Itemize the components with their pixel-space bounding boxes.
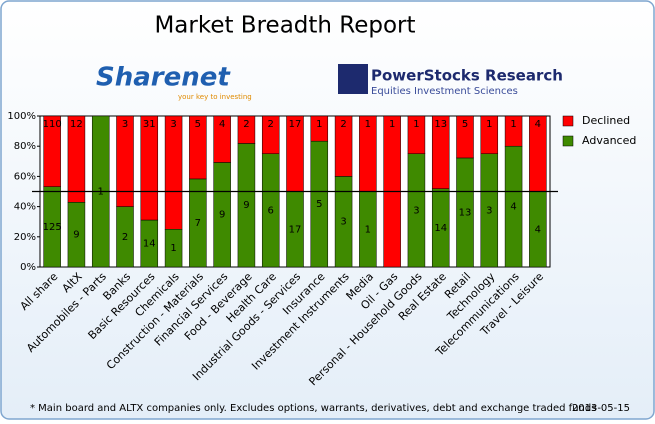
bar-segment (480, 115, 499, 154)
value-label: 2 (268, 119, 274, 130)
bar-segment (43, 115, 61, 187)
date: 2013-05-15 (572, 403, 630, 414)
chart-title: Market Breadth Report (154, 13, 415, 39)
y-tick-label: 20% (14, 232, 36, 243)
value-label: 13 (459, 207, 472, 218)
value-label: 5 (462, 119, 468, 130)
logo-right-icon (338, 64, 368, 94)
logo-right-tagline: Equities Investment Sciences (371, 86, 518, 97)
value-label: 9 (219, 210, 225, 221)
value-label: 1 (486, 119, 492, 130)
y-tick-label: 40% (14, 202, 36, 213)
value-label: 3 (486, 205, 492, 216)
value-label: 2 (340, 119, 346, 130)
value-label: 5 (195, 119, 201, 130)
value-label: 5 (316, 199, 322, 210)
bar-segment (431, 115, 450, 189)
bar-segment (407, 115, 426, 154)
value-label: 110 (43, 119, 62, 130)
legend-label: Advanced (582, 134, 636, 147)
value-label: 1 (170, 243, 176, 254)
bar-segment (310, 115, 329, 142)
value-label: 12 (70, 119, 83, 130)
logo-right: PowerStocks Research (371, 67, 563, 85)
y-tick-label: 80% (14, 141, 36, 152)
bar-segment (504, 115, 523, 147)
bar-segment (164, 115, 183, 230)
logo-left: Sharenet (96, 63, 231, 93)
value-label: 3 (170, 119, 176, 130)
value-label: 9 (73, 230, 79, 241)
bar-segment (237, 115, 256, 144)
bar-segment (189, 115, 207, 180)
footnote: * Main board and ALTX companies only. Ex… (30, 403, 596, 414)
value-label: 14 (143, 239, 156, 250)
y-tick-label: 100% (7, 111, 36, 122)
legend-swatch (562, 115, 574, 127)
value-label: 6 (268, 205, 274, 216)
value-label: 125 (43, 222, 62, 233)
y-tick-label: 0% (20, 262, 36, 273)
bar-segment (334, 115, 353, 177)
value-label: 17 (289, 119, 302, 130)
bar-segment (261, 115, 280, 154)
value-label: 17 (289, 224, 302, 235)
logo-left-tagline: your key to investing (178, 93, 252, 101)
value-label: 1 (365, 119, 371, 130)
legend-label: Declined (582, 114, 630, 127)
legend-swatch (562, 135, 574, 147)
bar-segment (456, 115, 474, 159)
value-label: 3 (340, 217, 346, 228)
value-label: 4 (510, 202, 516, 213)
value-label: 1 (316, 119, 322, 130)
value-label: 1 (389, 119, 395, 130)
value-label: 3 (413, 205, 419, 216)
value-label: 9 (243, 200, 249, 211)
value-label: 1 (365, 224, 371, 235)
value-label: 1 (413, 119, 419, 130)
value-label: 31 (143, 119, 156, 130)
value-label: 2 (243, 119, 249, 130)
value-label: 4 (535, 119, 541, 130)
value-label: 1 (510, 119, 516, 130)
value-label: 13 (434, 119, 447, 130)
value-label: 2 (122, 232, 128, 243)
value-label: 4 (535, 224, 541, 235)
bar-segment (67, 115, 86, 203)
value-label: 3 (122, 119, 128, 130)
bar-segment (116, 115, 134, 207)
bar-segment (140, 115, 159, 221)
y-tick-label: 60% (14, 171, 36, 182)
value-label: 4 (219, 119, 225, 130)
value-label: 7 (195, 218, 201, 229)
bar-segment (213, 115, 231, 163)
value-label: 14 (434, 223, 447, 234)
